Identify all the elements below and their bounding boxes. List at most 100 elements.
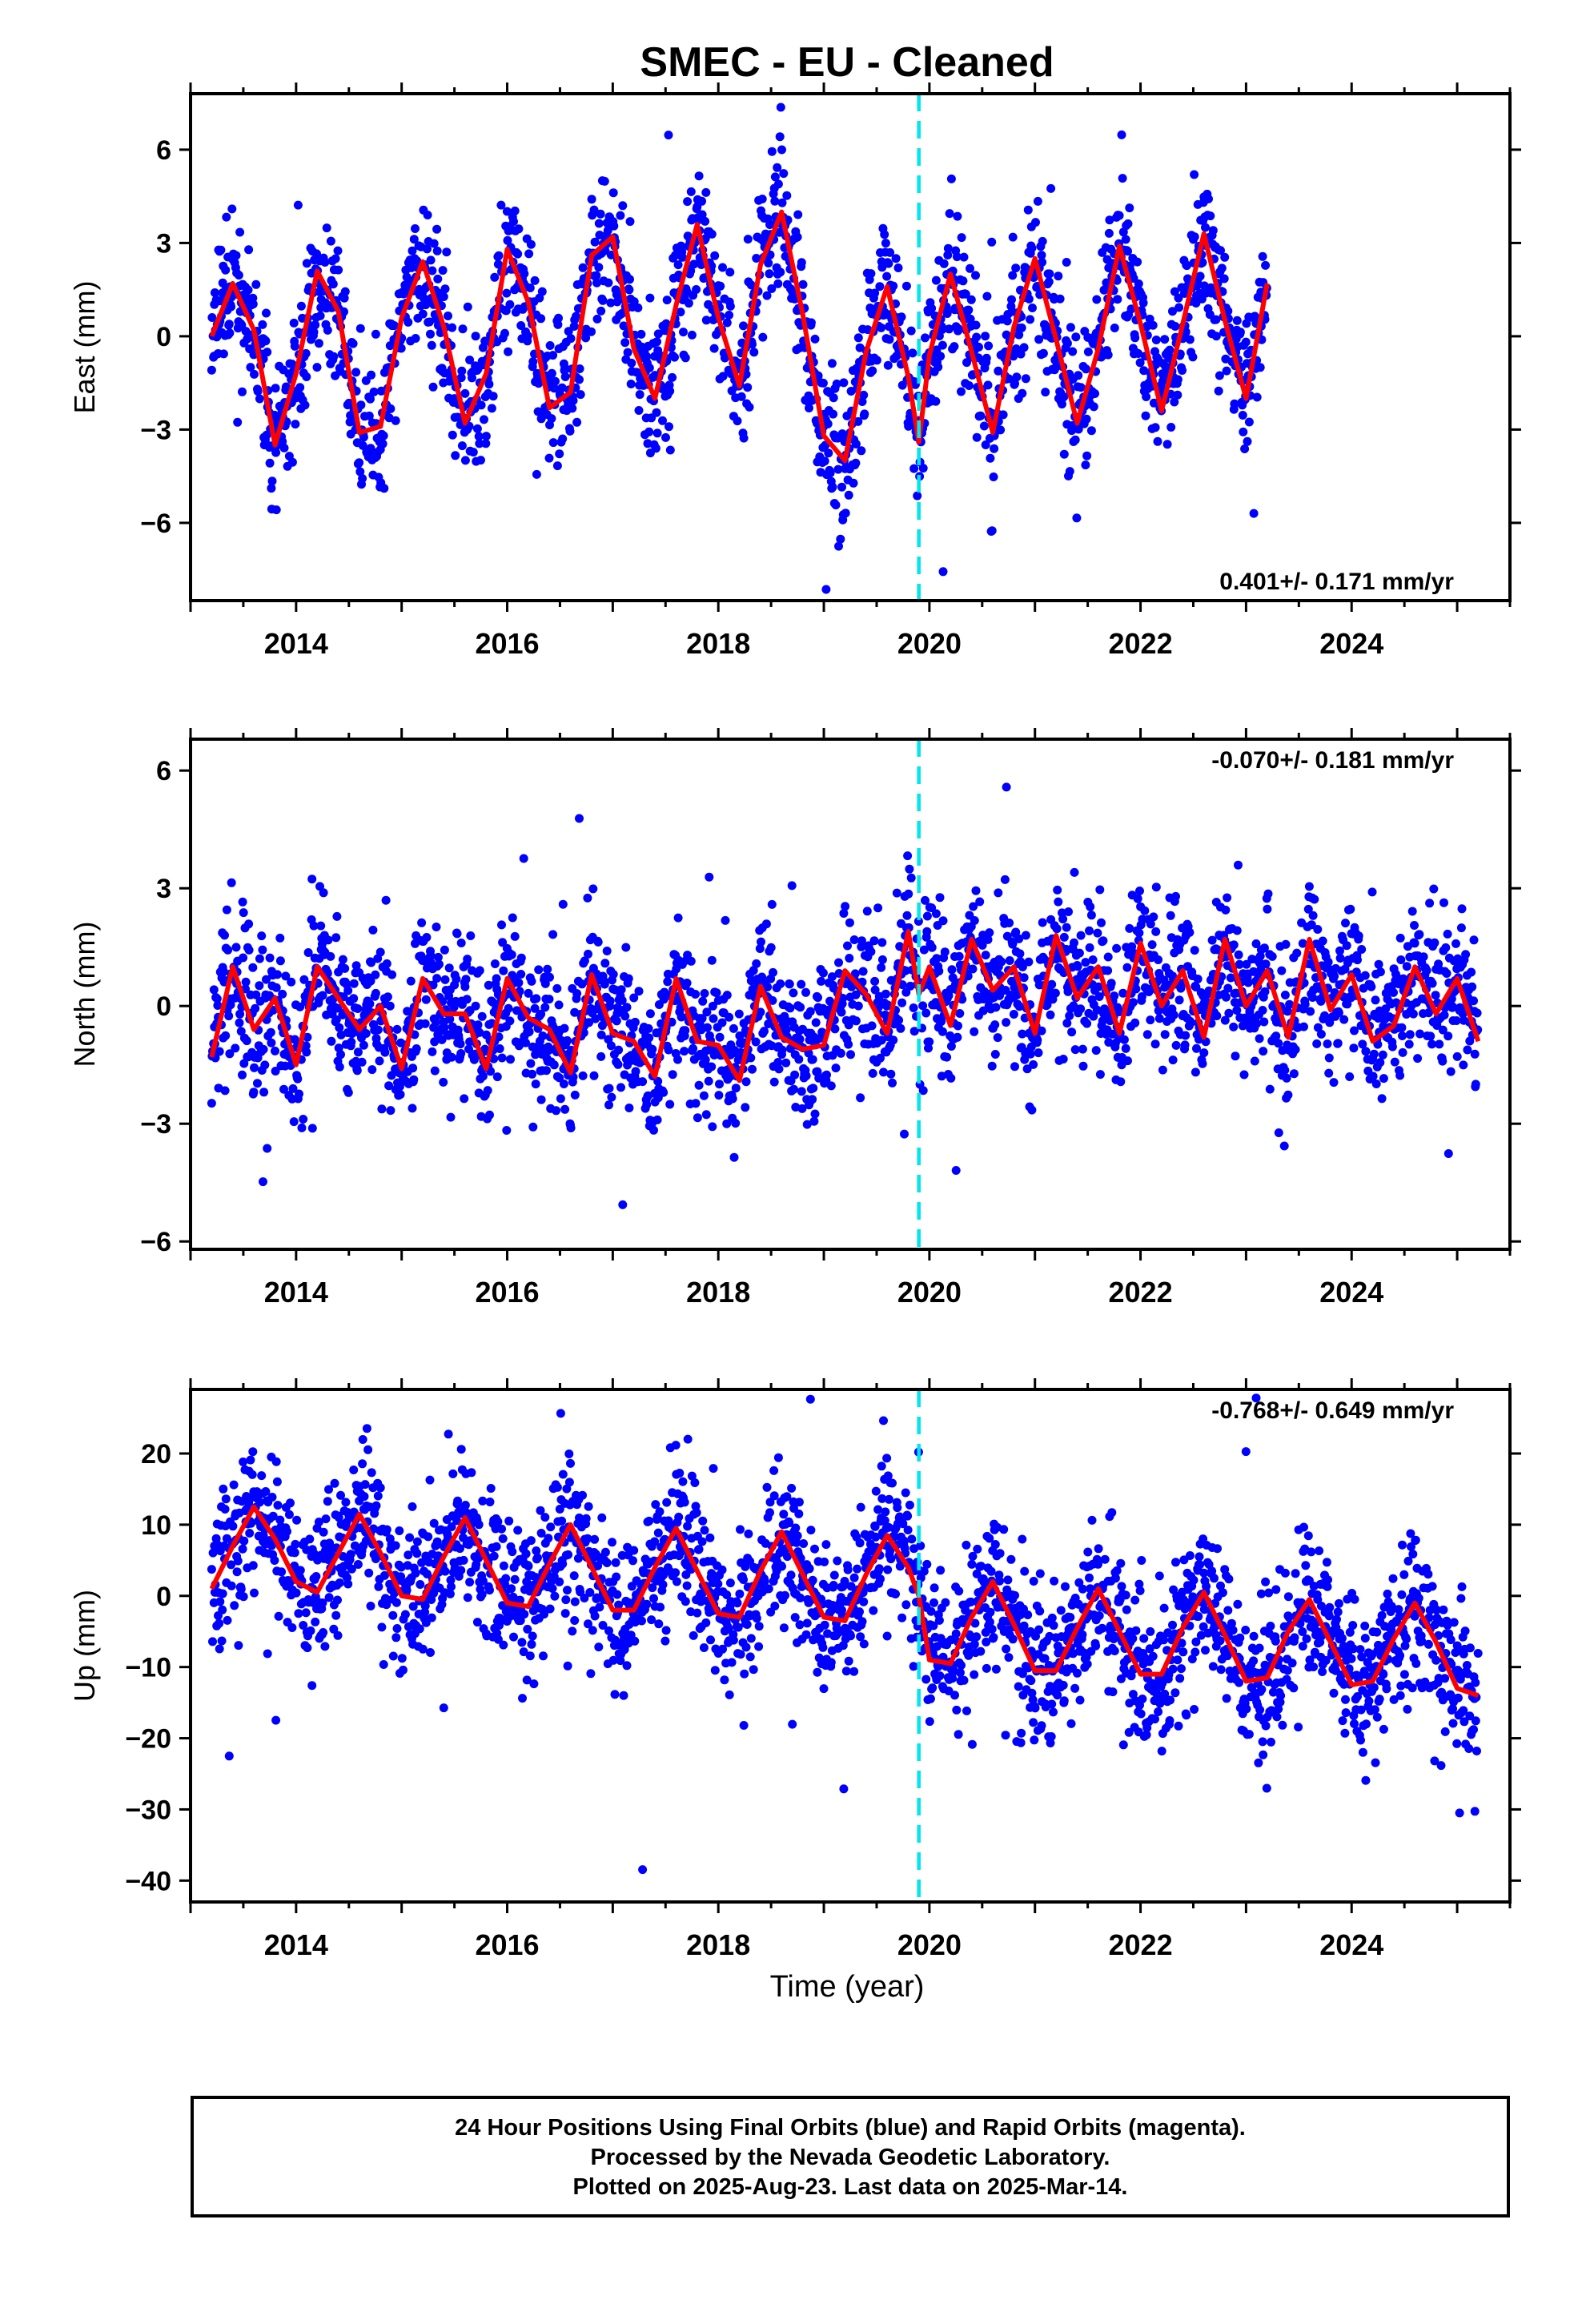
- east-point: [1389, 0, 1398, 5]
- east-point: [1065, 467, 1074, 476]
- north-point: [207, 1099, 216, 1108]
- east-point: [1273, 0, 1282, 5]
- north-point: [1298, 939, 1307, 948]
- east-point: [1280, 0, 1289, 5]
- north-point: [1398, 1031, 1407, 1040]
- east-point: [371, 329, 380, 339]
- east-point: [1338, 0, 1347, 5]
- east-point: [480, 415, 488, 424]
- east-point: [547, 368, 556, 378]
- east-point: [210, 288, 219, 297]
- east-point: [291, 420, 300, 429]
- north-point: [343, 1088, 353, 1097]
- east-point: [1335, 0, 1344, 5]
- east-point: [1282, 0, 1291, 5]
- north-point: [220, 1086, 230, 1096]
- north-point: [1463, 1045, 1472, 1055]
- north-point: [359, 1040, 368, 1050]
- east-point: [1180, 288, 1189, 298]
- east-point: [1322, 0, 1331, 5]
- east-point: [246, 363, 255, 372]
- east-point: [1264, 0, 1273, 5]
- east-point: [1071, 332, 1081, 342]
- east-point: [438, 266, 448, 275]
- north-point: [1259, 943, 1269, 953]
- east-point: [238, 387, 247, 396]
- east-point: [355, 458, 364, 468]
- east-point: [1008, 232, 1018, 242]
- east-point: [1363, 0, 1371, 5]
- north-point: [508, 913, 517, 923]
- east-point: [609, 221, 619, 231]
- east-point: [1343, 0, 1352, 5]
- east-point: [1406, 0, 1415, 5]
- east-point: [262, 308, 271, 318]
- north-point: [731, 1119, 741, 1128]
- north-point: [756, 1007, 765, 1017]
- east-point: [1291, 0, 1299, 5]
- north-point: [250, 1063, 259, 1072]
- east-point: [1407, 0, 1416, 5]
- east-point: [339, 293, 349, 303]
- east-point: [722, 318, 732, 328]
- east-point: [1426, 0, 1435, 5]
- east-point: [1385, 0, 1394, 5]
- north-point: [1234, 860, 1243, 870]
- east-point: [823, 419, 833, 428]
- east-point: [1429, 0, 1438, 5]
- north-point: [552, 1106, 561, 1116]
- east-point: [1062, 258, 1071, 267]
- east-point: [1420, 0, 1429, 5]
- north-point: [805, 1007, 815, 1016]
- east-point: [943, 243, 953, 253]
- north-point: [785, 1003, 795, 1013]
- east-point: [1410, 0, 1419, 5]
- east-point: [1453, 0, 1462, 5]
- north-point: [447, 1052, 456, 1062]
- east-point: [596, 209, 605, 219]
- east-point: [987, 526, 997, 536]
- east-point: [1066, 323, 1075, 332]
- north-point: [659, 995, 669, 1004]
- east-point: [1407, 0, 1415, 5]
- north-point: [947, 965, 957, 975]
- north-point: [1300, 999, 1310, 1009]
- north-point: [1461, 950, 1471, 959]
- north-point: [1091, 1046, 1101, 1055]
- north-point: [902, 911, 912, 920]
- east-point: [1190, 232, 1199, 242]
- north-point: [516, 953, 526, 963]
- east-point: [587, 195, 596, 204]
- east-point: [1347, 0, 1356, 5]
- east-point: [537, 287, 547, 296]
- east-point: [1472, 0, 1480, 5]
- east-point: [457, 366, 467, 376]
- north-point: [1438, 1025, 1447, 1035]
- north-point: [1018, 1029, 1027, 1039]
- east-point: [608, 188, 618, 198]
- north-point: [432, 1017, 440, 1027]
- east-point: [996, 425, 1006, 435]
- east-point: [1266, 0, 1275, 5]
- north-point: [1470, 1049, 1480, 1059]
- east-point: [1307, 0, 1316, 5]
- north-point: [1471, 1080, 1480, 1089]
- north-point: [1292, 948, 1302, 958]
- east-point: [1360, 0, 1369, 5]
- east-point: [1406, 0, 1415, 5]
- east-point: [1263, 0, 1272, 5]
- east-point: [344, 398, 354, 408]
- north-point: [1299, 1022, 1308, 1031]
- north-point: [1285, 999, 1295, 1009]
- east-point: [1284, 0, 1293, 5]
- east-point: [793, 232, 802, 242]
- north-point: [1427, 979, 1437, 988]
- east-point: [222, 212, 231, 222]
- east-point: [1351, 0, 1360, 5]
- east-point: [1378, 0, 1387, 5]
- east-point: [1282, 0, 1291, 5]
- east-point: [932, 345, 942, 355]
- east-point: [1340, 0, 1349, 5]
- north-point: [224, 1011, 234, 1021]
- north-point: [1357, 945, 1367, 954]
